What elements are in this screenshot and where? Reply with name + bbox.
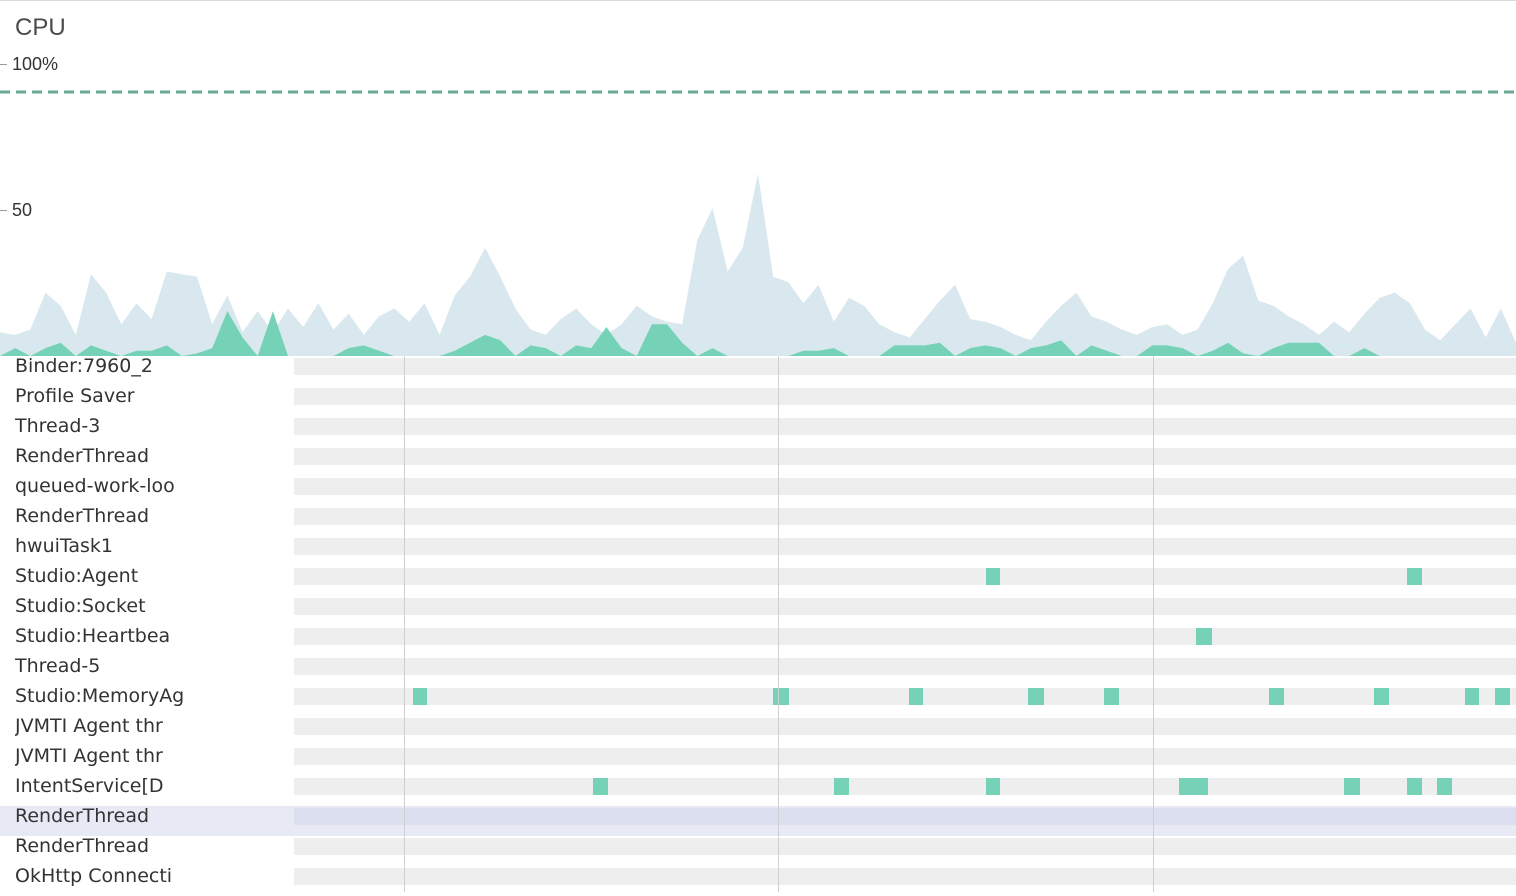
time-grid-line <box>1153 356 1154 892</box>
thread-running-block[interactable] <box>909 688 924 705</box>
thread-running-block[interactable] <box>1407 568 1422 585</box>
thread-state-track[interactable] <box>294 418 1516 435</box>
thread-row[interactable]: Thread-3 <box>0 416 1516 446</box>
thread-row[interactable]: Studio:Socket <box>0 596 1516 626</box>
thread-state-track[interactable] <box>294 838 1516 855</box>
thread-row[interactable]: RenderThread <box>0 506 1516 536</box>
thread-row[interactable]: RenderThread <box>0 446 1516 476</box>
cpu-usage-panel[interactable]: CPU 100% 50 <box>0 0 1516 356</box>
thread-row[interactable]: JVMTI Agent thr <box>0 746 1516 776</box>
thread-running-block[interactable] <box>1104 688 1119 705</box>
thread-name: Studio:Heartbea <box>15 626 293 656</box>
thread-state-track[interactable] <box>294 868 1516 885</box>
thread-name: Thread-5 <box>15 656 293 686</box>
thread-state-track[interactable] <box>294 478 1516 495</box>
time-grid-line <box>404 356 405 892</box>
thread-running-block[interactable] <box>1028 688 1044 705</box>
thread-running-block[interactable] <box>1437 778 1453 795</box>
thread-state-track[interactable] <box>294 688 1516 705</box>
thread-name: Studio:MemoryAg <box>15 686 293 716</box>
thread-running-block[interactable] <box>1374 688 1389 705</box>
thread-row[interactable]: queued-work-loo <box>0 476 1516 506</box>
thread-name: RenderThread <box>15 806 293 836</box>
thread-state-track[interactable] <box>294 508 1516 525</box>
thread-running-block[interactable] <box>1269 688 1284 705</box>
thread-name: Studio:Agent <box>15 566 293 596</box>
thread-state-track[interactable] <box>294 538 1516 555</box>
thread-row[interactable]: JVMTI Agent thr <box>0 716 1516 746</box>
thread-running-block[interactable] <box>1179 778 1208 795</box>
thread-name: RenderThread <box>15 446 293 476</box>
thread-running-block[interactable] <box>986 568 1001 585</box>
thread-row[interactable]: Binder:7960_2 <box>0 356 1516 386</box>
thread-row[interactable]: RenderThread <box>0 836 1516 866</box>
thread-state-track[interactable] <box>294 718 1516 735</box>
thread-row[interactable]: Studio:MemoryAg <box>0 686 1516 716</box>
thread-state-track[interactable] <box>294 658 1516 675</box>
thread-name: Binder:7960_2 <box>15 356 293 386</box>
thread-running-block[interactable] <box>1495 688 1510 705</box>
thread-name: RenderThread <box>15 836 293 866</box>
thread-name: RenderThread <box>15 506 293 536</box>
thread-name: Thread-3 <box>15 416 293 446</box>
thread-row[interactable]: Profile Saver <box>0 386 1516 416</box>
thread-state-track[interactable] <box>294 448 1516 465</box>
thread-name: IntentService[D <box>15 776 293 806</box>
thread-row[interactable]: hwuiTask1 <box>0 536 1516 566</box>
thread-state-track[interactable] <box>294 748 1516 765</box>
thread-running-block[interactable] <box>413 688 428 705</box>
thread-name: Studio:Socket <box>15 596 293 626</box>
thread-running-block[interactable] <box>1465 688 1480 705</box>
thread-state-track[interactable] <box>294 598 1516 615</box>
thread-row[interactable]: IntentService[D <box>0 776 1516 806</box>
cpu-usage-chart[interactable] <box>0 1 1516 357</box>
thread-state-track[interactable] <box>294 778 1516 795</box>
thread-name: JVMTI Agent thr <box>15 746 293 776</box>
thread-name: hwuiTask1 <box>15 536 293 566</box>
thread-running-block[interactable] <box>986 778 1001 795</box>
thread-name: Profile Saver <box>15 386 293 416</box>
thread-state-track[interactable] <box>294 358 1516 375</box>
thread-name: queued-work-loo <box>15 476 293 506</box>
thread-running-block[interactable] <box>1407 778 1422 795</box>
thread-running-block[interactable] <box>593 778 608 795</box>
thread-row[interactable]: Studio:Heartbea <box>0 626 1516 656</box>
thread-row[interactable]: Thread-5 <box>0 656 1516 686</box>
thread-running-block[interactable] <box>834 778 849 795</box>
thread-running-block[interactable] <box>773 688 789 705</box>
thread-row[interactable]: RenderThread <box>0 806 1516 836</box>
threads-list[interactable]: Binder:7960_2 Profile Saver Thread-3 Render… <box>0 356 1516 892</box>
time-grid-line <box>778 356 779 892</box>
thread-running-block[interactable] <box>1344 778 1360 795</box>
thread-state-track[interactable] <box>294 628 1516 645</box>
thread-state-track[interactable] <box>294 568 1516 585</box>
thread-name: JVMTI Agent thr <box>15 716 293 746</box>
thread-state-track[interactable] <box>294 388 1516 405</box>
thread-row[interactable]: Studio:Agent <box>0 566 1516 596</box>
thread-running-block[interactable] <box>1196 628 1212 645</box>
thread-state-track[interactable] <box>294 808 1516 825</box>
